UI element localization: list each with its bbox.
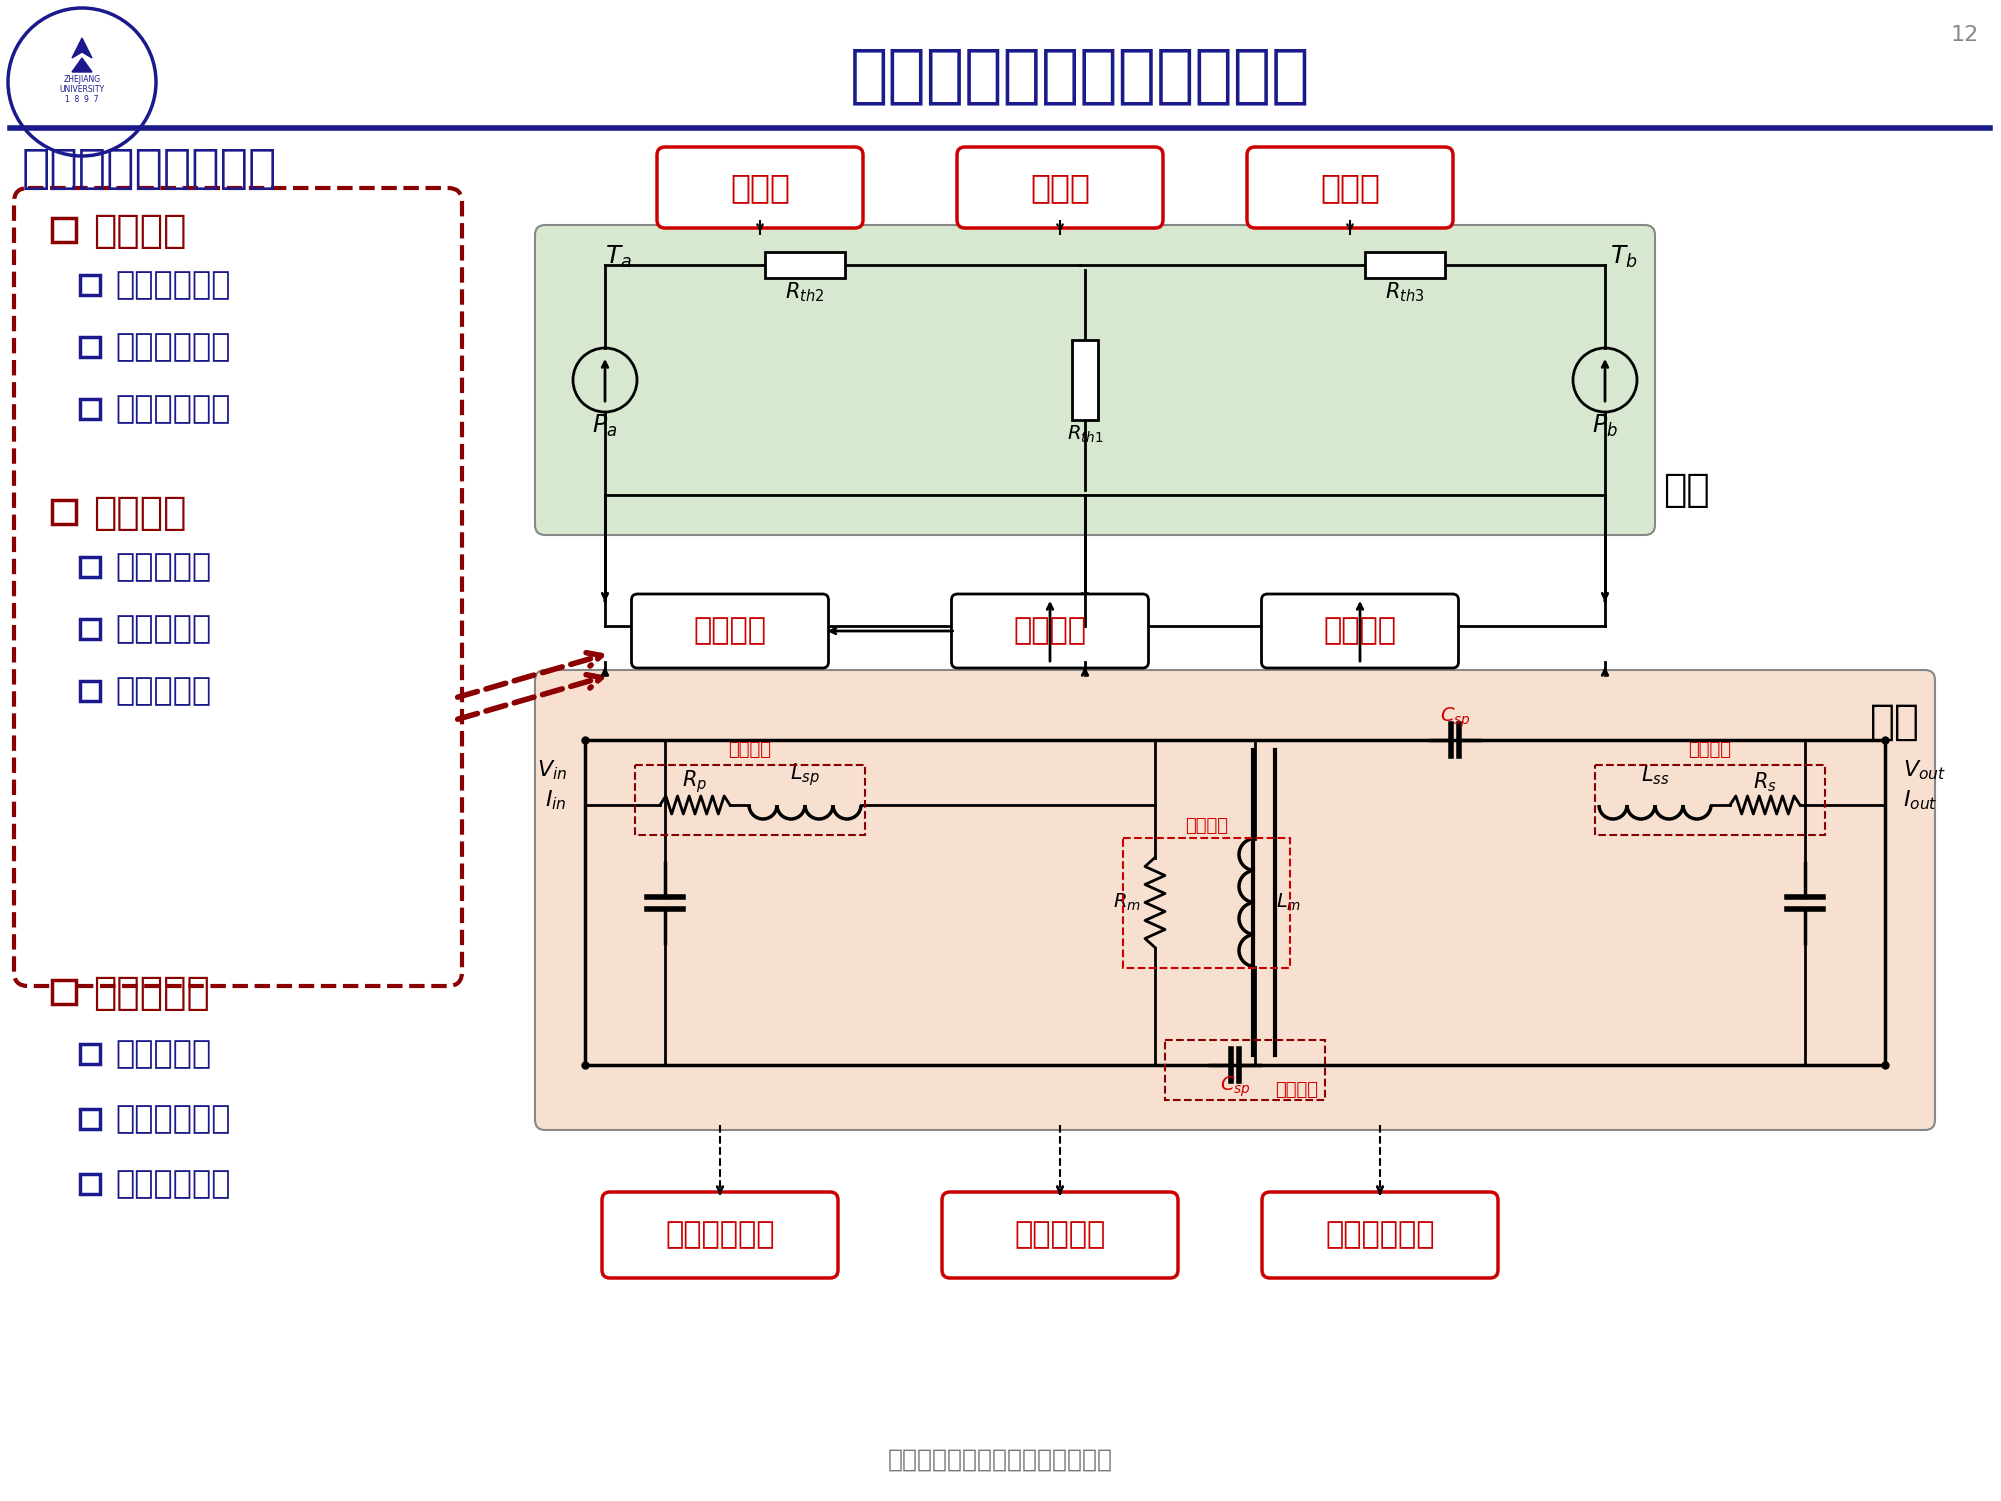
Bar <box>80 338 100 357</box>
Text: $R_{th1}$: $R_{th1}$ <box>1067 423 1103 444</box>
FancyBboxPatch shape <box>656 147 862 228</box>
Bar <box>80 557 100 576</box>
Text: 电应力模型: 电应力模型 <box>92 974 210 1012</box>
Text: 端部绝缘应力: 端部绝缘应力 <box>664 1220 774 1249</box>
FancyBboxPatch shape <box>14 188 462 986</box>
Bar <box>80 275 100 296</box>
Bar <box>634 766 864 835</box>
Text: 匝间绝缘应力: 匝间绝缘应力 <box>1325 1220 1435 1249</box>
Bar <box>80 1174 100 1193</box>
Bar <box>52 218 76 242</box>
Text: $R_m$: $R_m$ <box>1113 892 1141 913</box>
Text: 1  8  9  7: 1 8 9 7 <box>66 96 98 105</box>
Text: 热传导模型: 热传导模型 <box>114 552 212 584</box>
Text: $R_{th2}$: $R_{th2}$ <box>784 281 824 303</box>
Text: $T_b$: $T_b$ <box>1611 243 1637 270</box>
Text: 磁芯损耗模型: 磁芯损耗模型 <box>114 270 230 302</box>
FancyBboxPatch shape <box>1261 594 1459 668</box>
Bar <box>1165 1040 1325 1100</box>
Text: $V_{in}$: $V_{in}$ <box>536 758 566 782</box>
Text: 绕组损耗: 绕组损耗 <box>1323 617 1397 645</box>
FancyBboxPatch shape <box>1247 147 1453 228</box>
Text: 热传导: 热传导 <box>730 171 790 204</box>
Text: 绝缘损耗: 绝缘损耗 <box>1013 617 1087 645</box>
Text: $R_p$: $R_p$ <box>682 769 708 796</box>
FancyBboxPatch shape <box>534 669 1935 1130</box>
Text: $L_{ss}$: $L_{ss}$ <box>1641 763 1669 787</box>
Bar <box>52 980 76 1004</box>
Text: $L_m$: $L_m$ <box>1277 892 1301 913</box>
Bar <box>80 399 100 419</box>
FancyBboxPatch shape <box>952 594 1149 668</box>
Bar <box>80 1045 100 1064</box>
Text: 主绝缘应力: 主绝缘应力 <box>114 1040 212 1070</box>
Bar <box>1365 252 1445 278</box>
Bar <box>80 618 100 639</box>
Polygon shape <box>72 59 92 72</box>
Text: 热路: 热路 <box>1663 471 1709 509</box>
Text: $V_{out}$: $V_{out}$ <box>1903 758 1947 782</box>
FancyBboxPatch shape <box>956 147 1163 228</box>
Text: 变压器热应力建模优化方法: 变压器热应力建模优化方法 <box>850 44 1311 107</box>
Text: $C_{sp}$: $C_{sp}$ <box>1221 1075 1251 1099</box>
Text: 主绝缘应力: 主绝缘应力 <box>1015 1220 1107 1249</box>
Text: 励磁电感: 励磁电感 <box>1185 817 1229 835</box>
FancyBboxPatch shape <box>942 1192 1179 1277</box>
Bar <box>764 252 844 278</box>
Text: UNIVERSITY: UNIVERSITY <box>60 86 104 95</box>
Text: $P_b$: $P_b$ <box>1593 413 1619 440</box>
FancyBboxPatch shape <box>534 225 1655 534</box>
Bar <box>1595 766 1825 835</box>
Text: 寄生电容: 寄生电容 <box>1275 1081 1319 1099</box>
Text: $P_a$: $P_a$ <box>592 413 618 440</box>
Text: $L_{sp}$: $L_{sp}$ <box>790 761 820 788</box>
Text: $I_{out}$: $I_{out}$ <box>1903 788 1937 812</box>
FancyBboxPatch shape <box>602 1192 838 1277</box>
Bar <box>80 681 100 701</box>
Text: 损耗模型: 损耗模型 <box>92 212 186 251</box>
Text: 匝间绝缘应力: 匝间绝缘应力 <box>114 1169 230 1201</box>
Text: 热对流模型: 热对流模型 <box>114 677 212 707</box>
Text: 磁芯损耗: 磁芯损耗 <box>694 617 766 645</box>
Text: 热辐射: 热辐射 <box>1031 171 1091 204</box>
Text: 中国电工技术学会新媒体平台发布: 中国电工技术学会新媒体平台发布 <box>888 1448 1113 1472</box>
Text: 原边漏感: 原边漏感 <box>728 741 772 760</box>
Text: $T_a$: $T_a$ <box>604 243 632 270</box>
Text: 端部绝缘应力: 端部绝缘应力 <box>114 1105 230 1135</box>
FancyBboxPatch shape <box>1263 1192 1499 1277</box>
Text: $R_s$: $R_s$ <box>1753 770 1777 794</box>
Bar <box>52 500 76 524</box>
Text: $R_{th3}$: $R_{th3}$ <box>1385 281 1425 303</box>
Text: ZHEJIANG: ZHEJIANG <box>64 75 100 84</box>
Text: 传热模型: 传热模型 <box>92 494 186 531</box>
Text: 12: 12 <box>1951 26 1979 45</box>
Text: 副边漏感: 副边漏感 <box>1689 741 1731 760</box>
Text: 热辐射模型: 热辐射模型 <box>114 614 212 645</box>
Bar <box>1073 341 1099 420</box>
Bar <box>80 1109 100 1129</box>
Text: $I_{in}$: $I_{in}$ <box>546 788 566 812</box>
Text: 电路: 电路 <box>1871 701 1921 743</box>
Text: 绕组损耗模型: 绕组损耗模型 <box>114 333 230 363</box>
Text: $C_{sp}$: $C_{sp}$ <box>1439 705 1471 731</box>
Text: 绝缘损耗模型: 绝缘损耗模型 <box>114 395 230 425</box>
Text: 变压器多物理场模型: 变压器多物理场模型 <box>22 147 278 192</box>
FancyBboxPatch shape <box>632 594 828 668</box>
Text: 热对流: 热对流 <box>1321 171 1381 204</box>
Polygon shape <box>72 38 92 59</box>
Bar <box>1123 838 1291 968</box>
